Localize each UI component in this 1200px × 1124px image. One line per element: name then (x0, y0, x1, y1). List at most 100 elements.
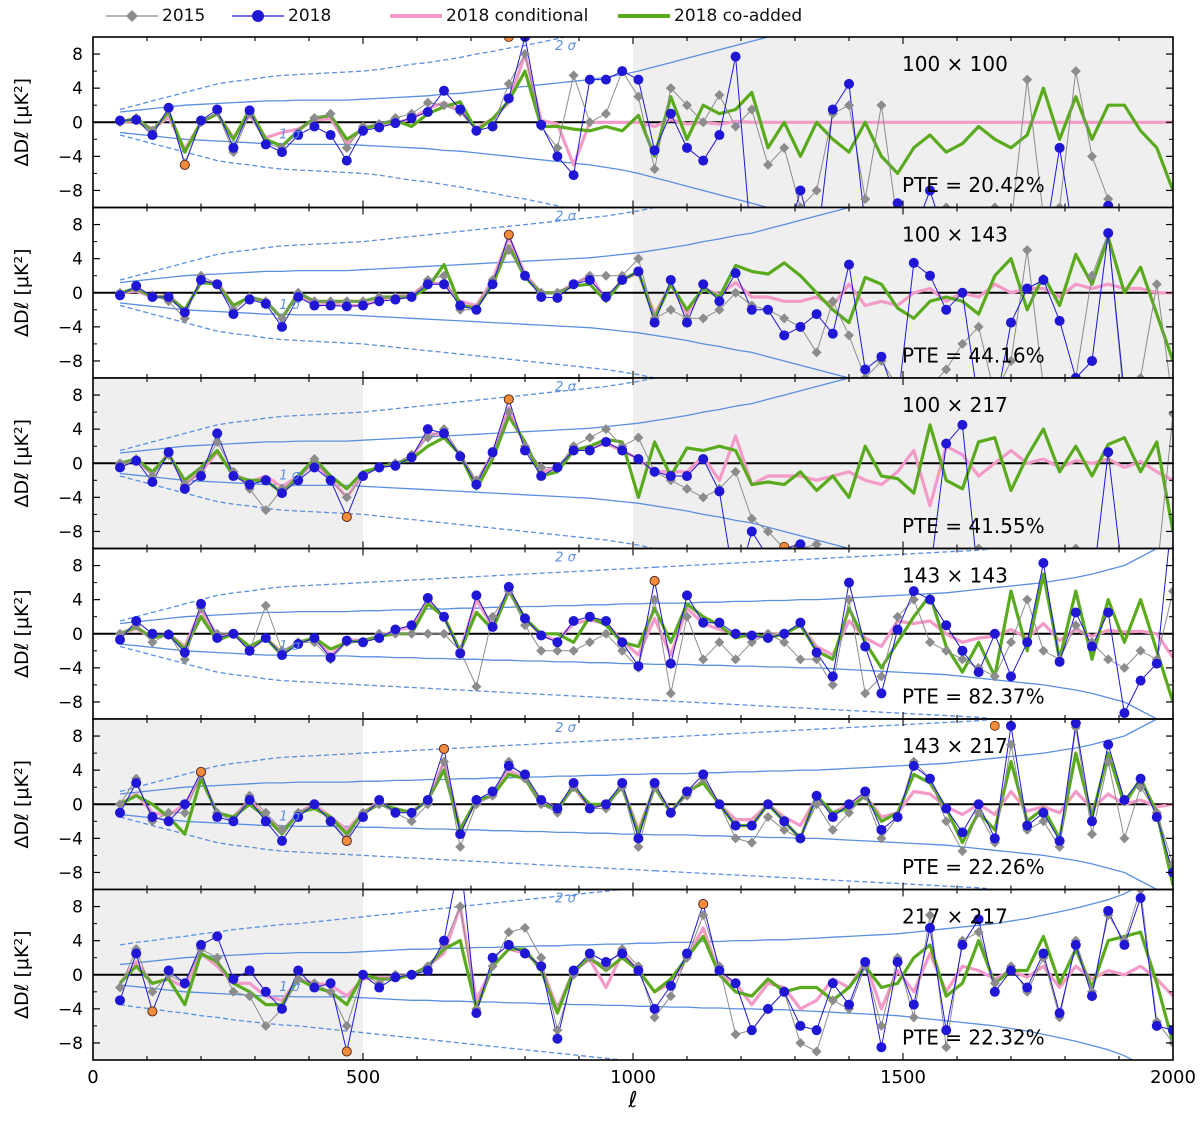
sigma1-lower-a (119, 131, 655, 179)
marker-2018 (941, 438, 952, 449)
sigma2-lower-a (119, 134, 569, 208)
marker-2018 (584, 611, 595, 622)
marker-2018 (633, 833, 644, 844)
marker-2018 (779, 330, 790, 341)
marker-2018 (633, 661, 644, 672)
marker-2015 (827, 824, 838, 835)
marker-2015 (1087, 561, 1097, 571)
y-tick-label: −8 (58, 352, 83, 372)
marker-2018 (520, 445, 530, 456)
marker-2015 (487, 961, 498, 972)
marker-2018 (892, 956, 903, 967)
marker-2018 (228, 628, 239, 639)
y-tick-label: 0 (72, 454, 83, 474)
marker-2018 (212, 428, 223, 439)
marker-2018 (439, 428, 449, 439)
marker-2015 (277, 313, 287, 324)
marker-outlier (341, 512, 352, 522)
marker-outlier (440, 851, 449, 860)
marker-2015 (1168, 408, 1173, 419)
legend-entry-2018: 2018 (230, 3, 350, 29)
marker-2018 (925, 594, 935, 605)
marker-2015 (260, 600, 271, 611)
marker-2018 (212, 104, 223, 115)
marker-2018 (422, 794, 433, 805)
marker-2015 (1135, 889, 1146, 895)
series-2018-line (119, 233, 1124, 378)
marker-2015 (147, 637, 158, 648)
panel-pte: PTE = 22.26% (902, 855, 1045, 879)
legend-entry-coadded: 2018 co-added (616, 3, 856, 29)
marker-2015 (455, 841, 466, 852)
marker-outlier (179, 159, 190, 170)
sigma1-upper-a (119, 772, 655, 795)
marker-2015 (908, 1012, 919, 1023)
marker-2018 (1103, 200, 1114, 208)
marker-2018 (390, 460, 401, 471)
marker-2018 (568, 445, 579, 456)
marker-2015 (763, 526, 773, 537)
marker-2015 (1135, 782, 1146, 793)
marker-2018 (763, 799, 773, 810)
marker-2015 (1070, 620, 1081, 631)
y-tick-label: 8 (72, 45, 83, 65)
marker-2018 (1054, 1008, 1065, 1019)
marker-2018 (131, 615, 142, 626)
marker-2015 (1087, 270, 1097, 281)
marker-2015 (439, 270, 449, 281)
marker-2018 (406, 112, 417, 123)
marker-outlier (503, 394, 514, 405)
marker-2018 (325, 300, 336, 311)
marker-2018 (147, 130, 158, 141)
marker-2018 (584, 74, 595, 85)
marker-2018 (228, 309, 239, 320)
sigma1-lower-a (119, 643, 655, 666)
sigma1-upper-b (654, 37, 771, 68)
marker-2018 (115, 462, 125, 473)
marker-outlier (439, 743, 449, 754)
legend-entry-2015: 2015 (104, 3, 224, 29)
marker-2018 (277, 1003, 287, 1014)
marker-2015 (503, 245, 514, 256)
marker-outlier (147, 1006, 158, 1017)
y-tick-label: 4 (72, 591, 83, 611)
sigma2-label: 2 σ (555, 39, 576, 54)
marker-2018 (827, 671, 838, 682)
y-tick-label: −8 (58, 522, 83, 542)
marker-2018 (455, 451, 466, 462)
marker-2018 (520, 613, 530, 624)
sigma1-upper-b (654, 889, 1134, 944)
marker-2015 (973, 321, 984, 332)
marker-2018 (406, 452, 417, 463)
sigma1-label: 1 σ (279, 468, 300, 483)
marker-2015 (941, 1042, 952, 1053)
marker-2018 (293, 812, 304, 823)
marker-2015 (973, 807, 984, 818)
sigma2-label: 2 σ (555, 550, 576, 565)
y-tick-label: 4 (72, 761, 83, 781)
marker-2018 (390, 118, 401, 129)
sigma1-upper-a (119, 602, 655, 625)
panel-6: 1 σ 2 σ 217 × 217 PTE = 22.32% 8 4 0 −4 −8 ΔDℓ [μ… (11, 851, 1174, 1061)
marker-2018 (358, 471, 368, 482)
marker-2018 (244, 294, 255, 305)
marker-2018 (309, 982, 320, 993)
marker-2018 (1151, 812, 1162, 823)
marker-2015 (698, 313, 709, 324)
sigma1-label: 1 σ (279, 809, 300, 824)
marker-2015 (698, 910, 709, 921)
marker-2018 (115, 995, 125, 1006)
marker-2018 (1119, 794, 1130, 805)
marker-2018 (277, 835, 287, 846)
marker-outlier (989, 720, 1000, 731)
marker-2018 (876, 1042, 887, 1053)
marker-2015 (795, 202, 806, 208)
marker-2018 (1103, 739, 1114, 750)
marker-2015 (584, 432, 595, 443)
marker-2015 (147, 986, 158, 997)
sigma1-lower-b (654, 177, 771, 208)
panel-title: 100 × 100 (902, 52, 1008, 76)
marker-2015 (876, 100, 887, 111)
sigma2-lower-a (119, 1003, 629, 1060)
sigma2-lower-a (119, 304, 655, 378)
